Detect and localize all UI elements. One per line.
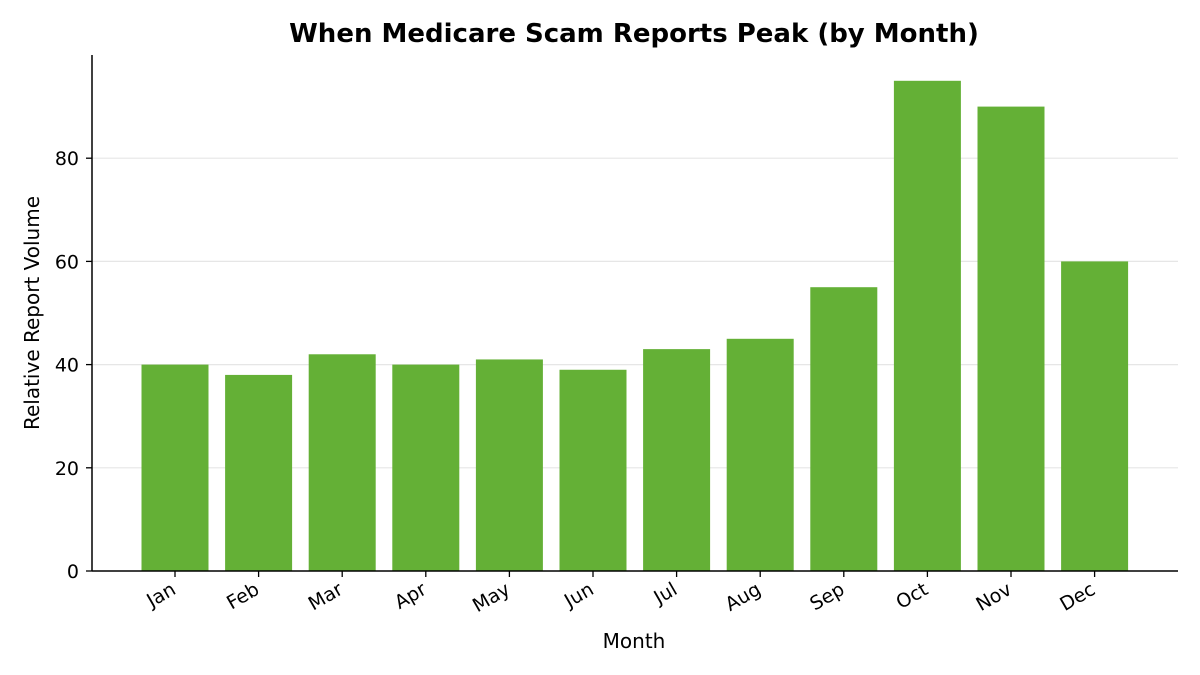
bar-jul [643,349,711,571]
x-tick-label-sep: Sep [806,578,848,615]
bar-feb [225,374,293,571]
bar-oct [893,80,961,572]
x-tick-label-apr: Apr [391,578,431,614]
bar-apr [392,364,460,571]
bar-jan [141,364,209,571]
x-tick-label-nov: Nov [972,578,1015,616]
x-tick-label-aug: Aug [722,578,765,616]
y-tick-label-80: 80 [55,148,79,170]
x-tick-label-oct: Oct [892,578,931,613]
bar-sep [810,287,878,571]
bar-may [475,359,543,571]
bar-dec [1061,261,1129,571]
bar-mar [308,354,376,571]
bar-aug [726,338,794,571]
x-tick-label-jan: Jan [142,578,179,612]
x-axis-label: Month [603,629,666,653]
x-tick-label-feb: Feb [223,578,263,614]
x-tick-label-may: May [469,578,514,617]
y-tick-label-60: 60 [55,251,79,273]
y-tick-label-40: 40 [55,355,79,377]
bars [141,80,1129,572]
y-tick-label-20: 20 [55,458,79,480]
y-axis-label: Relative Report Volume [20,196,44,430]
chart-title: When Medicare Scam Reports Peak (by Mont… [289,19,979,49]
x-tick-label-jul: Jul [649,578,681,609]
y-axis: 0 20 40 60 80 [55,55,93,583]
y-tick-label-0: 0 [67,561,79,583]
x-tick-label-dec: Dec [1056,578,1099,615]
x-axis: Jan Feb Mar Apr May Jun Jul Aug Sep Oct Nov Dec [92,570,1178,617]
bar-nov [977,106,1045,571]
x-tick-label-mar: Mar [305,578,347,615]
x-tick-label-jun: Jun [560,578,598,612]
bar-jun [559,369,627,571]
